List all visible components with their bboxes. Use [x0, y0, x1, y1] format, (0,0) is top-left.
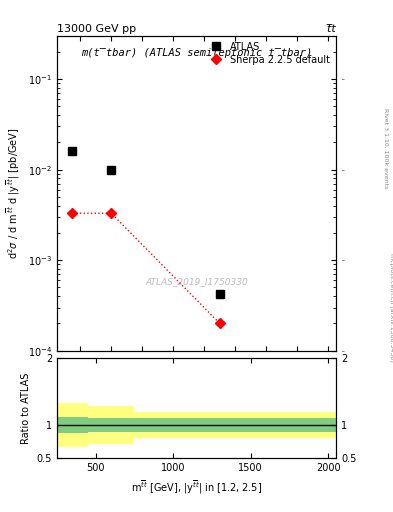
- Y-axis label: d$^2\sigma$ / d m$^{\,\overline{t}t}$ d |y$^{\,\overline{t}t}$| [pb/GeV]: d$^2\sigma$ / d m$^{\,\overline{t}t}$ d …: [5, 127, 22, 259]
- Text: m(t̅tbar) (ATLAS semileptonic t̅tbar): m(t̅tbar) (ATLAS semileptonic t̅tbar): [81, 49, 312, 58]
- Text: Rivet 3.1.10, 100k events: Rivet 3.1.10, 100k events: [383, 109, 388, 188]
- ATLAS: [109, 166, 114, 173]
- ATLAS: [70, 148, 75, 154]
- X-axis label: m$^{\overline{t}t}$ [GeV], |y$^{\overline{t}t}$| in [1.2, 2.5]: m$^{\overline{t}t}$ [GeV], |y$^{\overlin…: [131, 479, 262, 496]
- Text: mcplots.cern.ch [arXiv:1306.3436]: mcplots.cern.ch [arXiv:1306.3436]: [389, 253, 393, 361]
- Y-axis label: Ratio to ATLAS: Ratio to ATLAS: [21, 373, 31, 444]
- Sherpa 2.2.5 default: [217, 321, 222, 327]
- ATLAS: [217, 291, 222, 297]
- Line: ATLAS: ATLAS: [68, 147, 224, 298]
- Text: t̅t: t̅t: [327, 24, 336, 34]
- Legend: ATLAS, Sherpa 2.2.5 default: ATLAS, Sherpa 2.2.5 default: [203, 39, 333, 68]
- Line: Sherpa 2.2.5 default: Sherpa 2.2.5 default: [69, 210, 223, 327]
- Text: 13000 GeV pp: 13000 GeV pp: [57, 24, 136, 34]
- Sherpa 2.2.5 default: [70, 210, 75, 216]
- Text: ATLAS_2019_I1750330: ATLAS_2019_I1750330: [145, 277, 248, 286]
- Sherpa 2.2.5 default: [109, 210, 114, 216]
